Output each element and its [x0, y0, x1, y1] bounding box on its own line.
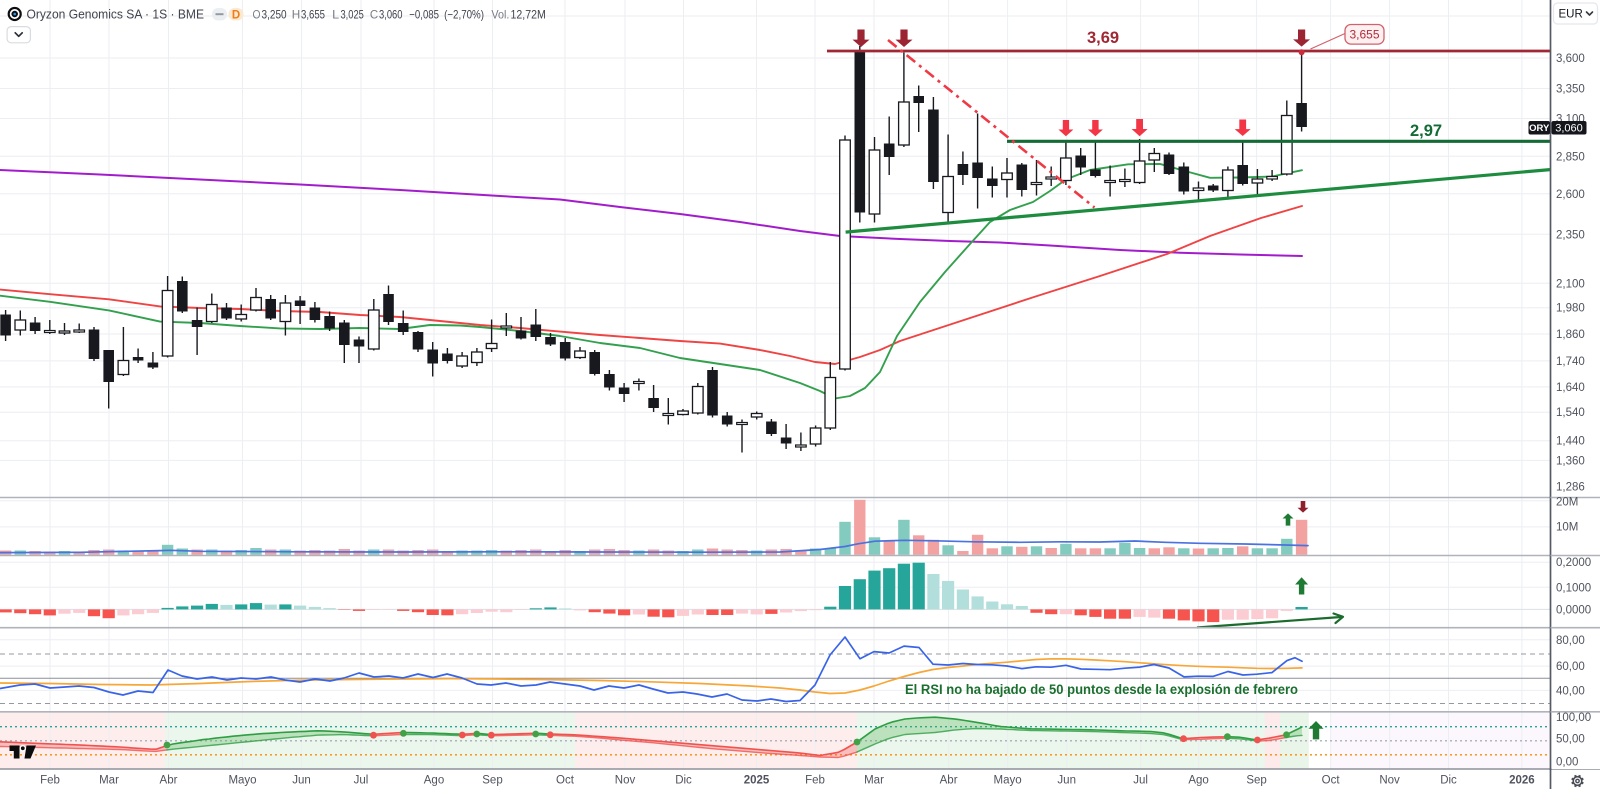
svg-text:H: H: [292, 7, 301, 21]
svg-text:Dic: Dic: [675, 775, 692, 787]
svg-text:3,69: 3,69: [1087, 29, 1119, 47]
svg-text:2,100: 2,100: [1556, 278, 1585, 290]
svg-text:3,060: 3,060: [1555, 123, 1583, 135]
svg-text:Jul: Jul: [354, 775, 369, 787]
svg-text:3,655: 3,655: [1349, 27, 1379, 41]
svg-text:2,350: 2,350: [1556, 229, 1585, 241]
svg-text:1,860: 1,860: [1556, 329, 1585, 341]
svg-text:1,286: 1,286: [1556, 481, 1585, 493]
svg-text:Oryzon Genomics SA · 1S · BME: Oryzon Genomics SA · 1S · BME: [27, 8, 205, 22]
svg-text:3,250: 3,250: [262, 7, 287, 21]
svg-text:2,600: 2,600: [1556, 189, 1585, 201]
svg-text:100,00: 100,00: [1556, 712, 1591, 724]
svg-text:Mayo: Mayo: [994, 775, 1022, 787]
svg-text:Jul: Jul: [1133, 775, 1148, 787]
svg-text:40,00: 40,00: [1556, 685, 1585, 697]
svg-text:1,740: 1,740: [1556, 356, 1585, 368]
svg-text:Mayo: Mayo: [228, 775, 256, 787]
svg-text:Oct: Oct: [556, 775, 575, 787]
svg-text:Mar: Mar: [99, 775, 119, 787]
svg-text:Feb: Feb: [40, 775, 60, 787]
svg-text:O: O: [253, 7, 261, 21]
svg-text:Abr: Abr: [160, 775, 178, 787]
svg-text:2,850: 2,850: [1556, 151, 1585, 163]
svg-text:3,655: 3,655: [301, 7, 325, 21]
svg-text:Feb: Feb: [805, 775, 825, 787]
svg-text:Ago: Ago: [424, 775, 444, 787]
svg-text:2026: 2026: [1509, 775, 1535, 787]
svg-text:Jun: Jun: [1057, 775, 1076, 787]
svg-text:12,72M: 12,72M: [511, 7, 546, 21]
svg-text:0,2000: 0,2000: [1556, 557, 1591, 569]
svg-text:Ago: Ago: [1188, 775, 1208, 787]
svg-text:20M: 20M: [1556, 497, 1578, 509]
svg-text:Sep: Sep: [1246, 775, 1266, 787]
svg-text:Nov: Nov: [1379, 775, 1400, 787]
svg-text:EUR: EUR: [1559, 9, 1583, 21]
svg-text:Mar: Mar: [864, 775, 884, 787]
svg-text:1,640: 1,640: [1556, 382, 1585, 394]
svg-text:10M: 10M: [1556, 522, 1578, 534]
svg-text:1,360: 1,360: [1556, 455, 1585, 467]
svg-text:0,00: 0,00: [1556, 757, 1578, 769]
svg-text:1,540: 1,540: [1556, 407, 1585, 419]
svg-text:Jun: Jun: [292, 775, 311, 787]
svg-text:(−2,70%): (−2,70%): [444, 7, 484, 21]
svg-text:2025: 2025: [744, 775, 770, 787]
svg-text:ORY: ORY: [1529, 123, 1550, 134]
svg-text:Nov: Nov: [615, 775, 636, 787]
svg-text:Abr: Abr: [940, 775, 958, 787]
svg-text:−0,085: −0,085: [409, 7, 439, 21]
svg-text:80,00: 80,00: [1556, 635, 1585, 647]
svg-text:3,350: 3,350: [1556, 84, 1585, 96]
svg-text:D: D: [232, 9, 240, 21]
svg-text:Dic: Dic: [1440, 775, 1457, 787]
svg-text:2,97: 2,97: [1410, 122, 1442, 140]
svg-text:L: L: [332, 7, 339, 21]
svg-text:3,060: 3,060: [379, 7, 403, 21]
svg-text:1,440: 1,440: [1556, 436, 1585, 448]
svg-text:3,025: 3,025: [341, 7, 365, 21]
svg-text:El RSI no ha bajado de 50 punt: El RSI no ha bajado de 50 puntos desde l…: [905, 682, 1298, 697]
svg-text:3,600: 3,600: [1556, 53, 1585, 65]
svg-text:Sep: Sep: [482, 775, 502, 787]
svg-text:Vol.: Vol.: [491, 7, 509, 21]
svg-text:1,980: 1,980: [1556, 303, 1585, 315]
svg-text:Oct: Oct: [1322, 775, 1341, 787]
svg-text:0,1000: 0,1000: [1556, 582, 1591, 594]
svg-text:C: C: [370, 7, 379, 21]
svg-text:50,00: 50,00: [1556, 734, 1585, 746]
svg-text:0,0000: 0,0000: [1556, 605, 1591, 617]
svg-text:60,00: 60,00: [1556, 661, 1585, 673]
